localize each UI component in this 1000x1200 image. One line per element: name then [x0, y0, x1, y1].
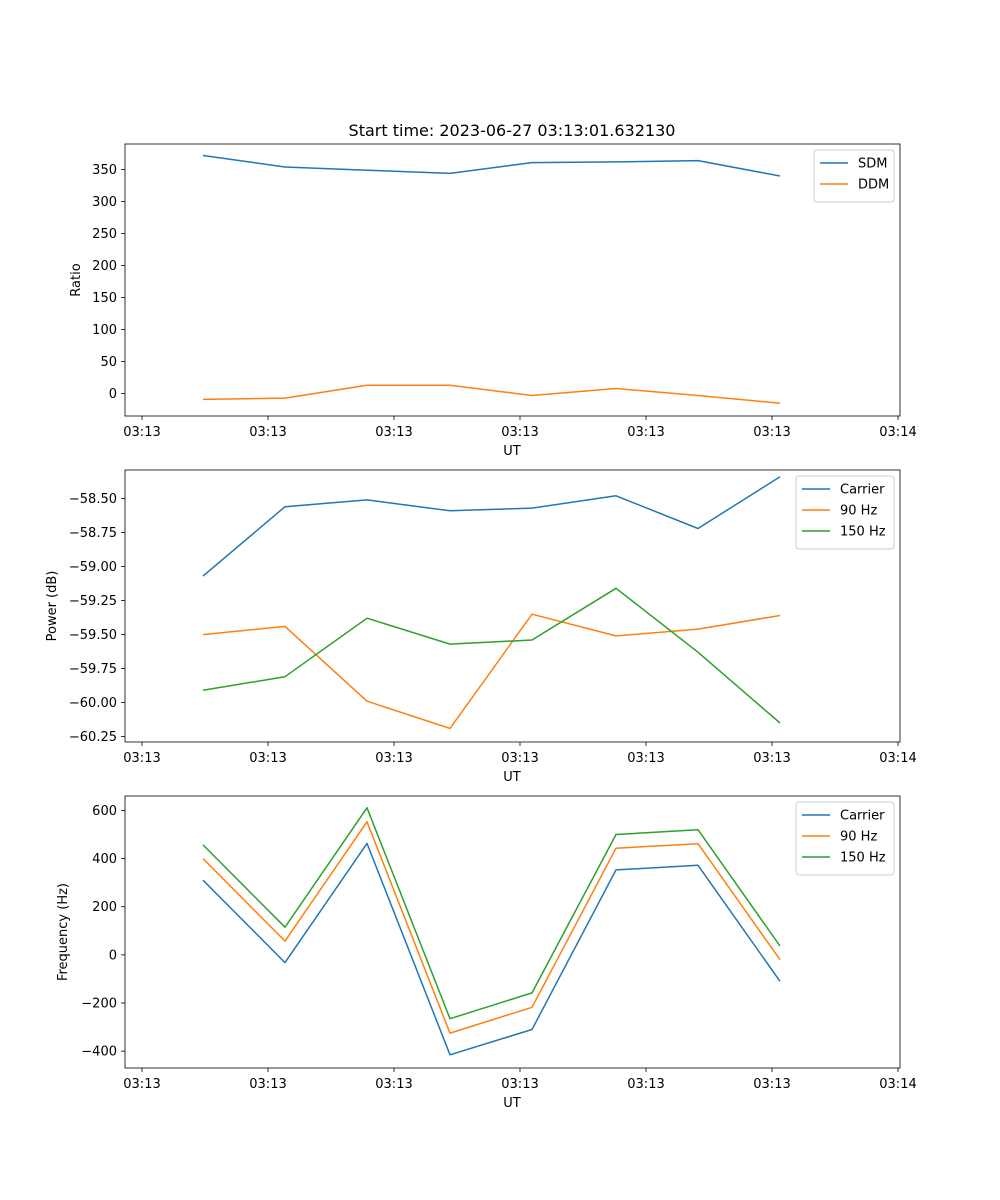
x-tick-label: 03:13: [501, 751, 538, 766]
y-tick-label: 600: [92, 804, 117, 819]
x-tick-label: 03:14: [879, 751, 916, 766]
x-tick-label: 03:13: [123, 751, 160, 766]
legend: Carrier 90 Hz 150 Hz: [795, 475, 895, 550]
y-tick-label: −58.50: [69, 492, 117, 507]
y-tick-label: −400: [81, 1045, 117, 1060]
x-tick-label: 03:13: [249, 751, 286, 766]
y-tick-label: −60.00: [69, 696, 117, 711]
x-tick-label: 03:13: [753, 1077, 790, 1092]
figure-title: Start time: 2023-06-27 03:13:01.632130: [349, 121, 676, 140]
legend-entry: SDM: [858, 157, 887, 172]
x-tick-label: 03:13: [627, 1077, 664, 1092]
x-tick-label: 03:13: [123, 1077, 160, 1092]
x-tick-label: 03:13: [375, 751, 412, 766]
legend-entry: Carrier: [840, 483, 885, 498]
legend-entry: 90 Hz: [840, 504, 877, 519]
series-line-carrier: [202, 842, 781, 1056]
x-tick-label: 03:13: [753, 751, 790, 766]
x-tick-label: 03:13: [249, 425, 286, 440]
x-tick-label: 03:14: [879, 425, 916, 440]
x-tick-label: 03:13: [501, 425, 538, 440]
y-tick-label: 0: [109, 948, 117, 963]
y-tick-label: 350: [92, 163, 117, 178]
y-axis-label: Frequency (Hz): [56, 883, 71, 981]
axes-frame: [124, 143, 901, 417]
x-tick-label: 03:13: [249, 1077, 286, 1092]
axes-frame: [124, 469, 901, 743]
x-tick-label: 03:13: [627, 751, 664, 766]
legend: Carrier 90 Hz 150 Hz: [795, 801, 895, 876]
y-tick-label: −59.75: [69, 662, 117, 677]
legend-entry: DDM: [858, 178, 889, 193]
y-tick-label: 400: [92, 852, 117, 867]
series-line-sdm: [202, 154, 781, 177]
y-tick-label: −200: [81, 997, 117, 1012]
y-axis-label: Power (dB): [45, 571, 60, 642]
y-tick-label: −60.25: [69, 730, 117, 745]
x-axis-label: UT: [503, 444, 521, 459]
y-tick-label: 250: [92, 227, 117, 242]
y-tick-label: 200: [92, 259, 117, 274]
y-tick-label: 100: [92, 323, 117, 338]
y-tick-label: −59.00: [69, 560, 117, 575]
series-line-ddm: [202, 384, 781, 404]
x-tick-label: 03:13: [627, 425, 664, 440]
y-tick-label: 50: [100, 355, 117, 370]
y-tick-label: −58.75: [69, 526, 117, 541]
chart-panels: 03:13 03:13 03:13 03:13 03:13 03:13 03:14 0 50 10…: [45, 143, 917, 1111]
x-tick-label: 03:13: [501, 1077, 538, 1092]
legend: SDM DDM: [813, 149, 895, 203]
chart-panel-1: 03:13 03:13 03:13 03:13 03:13 03:13 03:14 0 50 10…: [69, 143, 917, 459]
legend-entry: 150 Hz: [840, 851, 886, 866]
x-tick-label: 03:14: [879, 1077, 916, 1092]
y-tick-label: 200: [92, 900, 117, 915]
x-tick-label: 03:13: [123, 425, 160, 440]
y-tick-label: −59.50: [69, 628, 117, 643]
series-line-90-hz: [202, 613, 781, 730]
legend-entry: Carrier: [840, 809, 885, 824]
chart-panel-3: 03:13 03:13 03:13 03:13 03:13 03:13 03:14 −400 −…: [56, 795, 917, 1111]
x-tick-label: 03:13: [753, 425, 790, 440]
y-tick-label: −59.25: [69, 594, 117, 609]
axes-frame: [124, 795, 901, 1069]
legend-entry: 150 Hz: [840, 525, 886, 540]
y-tick-label: 150: [92, 291, 117, 306]
series-line-150-hz: [202, 807, 781, 1020]
x-axis-label: UT: [503, 1096, 521, 1111]
y-axis-label: Ratio: [69, 263, 84, 296]
chart-panel-2: 03:13 03:13 03:13 03:13 03:13 03:13 03:14 −58.5…: [45, 469, 917, 785]
series-line-150-hz: [202, 587, 781, 724]
series-line-carrier: [202, 476, 781, 577]
y-tick-label: 0: [109, 387, 117, 402]
series-line-90-hz: [202, 821, 781, 1034]
legend-entry: 90 Hz: [840, 830, 877, 845]
x-tick-label: 03:13: [375, 1077, 412, 1092]
x-tick-label: 03:13: [375, 425, 412, 440]
y-tick-label: 300: [92, 195, 117, 210]
x-axis-label: UT: [503, 770, 521, 785]
